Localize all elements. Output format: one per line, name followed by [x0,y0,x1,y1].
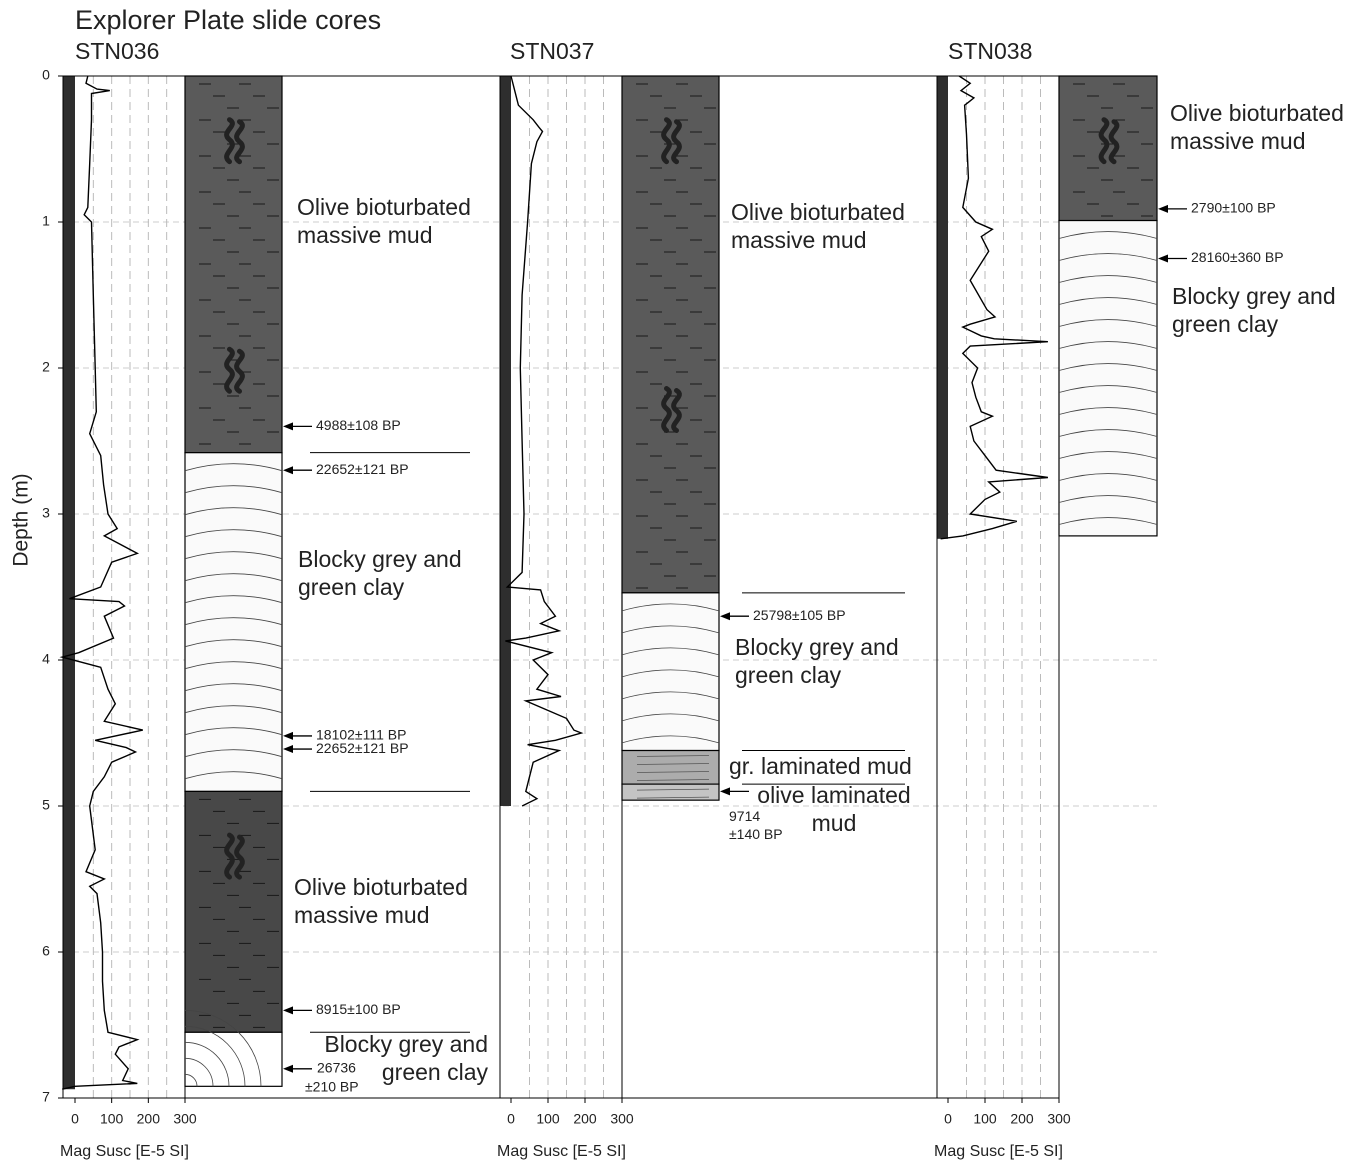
x-tick-label: 200 [573,1111,597,1127]
unit-label: Blocky grey and [298,546,462,572]
core-title: STN037 [510,38,594,64]
unit-label: massive mud [1170,128,1305,154]
unit-block [185,453,282,792]
figure: Explorer Plate slide cores Depth (m) 0 1 2… [0,0,1372,1165]
core-title: STN036 [75,38,159,64]
y-tick-label: 4 [42,651,50,667]
unit-label: Blocky grey and [324,1031,488,1057]
date-label: 22652±121 BP [316,461,409,477]
unit-label: massive mud [294,902,429,928]
date-label: 26736 [317,1060,356,1076]
arrow-head [283,732,293,740]
date-label: ±210 BP [305,1079,359,1095]
mag-susc-line [941,76,1048,539]
core-image [500,76,511,806]
arrow-head [283,1065,293,1073]
unit-label: Olive bioturbated [297,194,471,220]
unit-label: Olive bioturbated [294,874,468,900]
unit-label: gr. laminated mud [729,753,912,779]
unit-label: Blocky grey and [735,634,899,660]
arrow-head [283,1006,293,1014]
date-label: 2790±100 BP [1191,200,1276,216]
x-axis-label: Mag Susc [E-5 SI] [497,1143,626,1160]
arrow-head [283,422,293,430]
y-axis-label: Depth (m) [10,473,33,566]
x-tick-label: 100 [100,1111,124,1127]
date-label: 9714 [729,808,760,824]
unit-label: olive laminated [757,782,910,808]
x-tick-label: 300 [1047,1111,1071,1127]
y-tick-label: 6 [42,943,50,959]
unit-block [622,76,719,593]
lithology-unit [185,453,282,792]
x-tick-label: 0 [71,1111,79,1127]
x-tick-label: 0 [507,1111,515,1127]
arrow-head [720,612,730,620]
unit-label: massive mud [297,222,432,248]
lithology-unit [1059,76,1157,221]
mag-susc-line [505,76,581,806]
x-axis-label: Mag Susc [E-5 SI] [60,1143,189,1160]
x-tick-label: 200 [1010,1111,1034,1127]
lithology-unit [185,791,282,1032]
date-label: ±140 BP [729,826,783,842]
x-tick-label: 300 [610,1111,634,1127]
unit-label: green clay [382,1059,489,1085]
arrow-head [283,466,293,474]
core-image [937,76,948,539]
y-tick-label: 1 [42,213,50,229]
unit-label: massive mud [731,227,866,253]
arrow-head [283,745,293,753]
figure-title: Explorer Plate slide cores [75,5,381,35]
lithology-unit [622,593,719,751]
lithology-unit [622,751,719,785]
unit-label: green clay [1172,311,1279,337]
unit-label: Olive bioturbated [731,199,905,225]
page: Explorer Plate slide cores Depth (m) 0 1 2… [0,0,1372,1165]
unit-label: Blocky grey and [1172,283,1336,309]
date-label: 28160±360 BP [1191,249,1284,265]
x-tick-label: 100 [536,1111,560,1127]
y-tick-label: 2 [42,359,50,375]
x-tick-label: 0 [944,1111,952,1127]
arrow-head [720,787,730,795]
y-tick-label: 3 [42,505,50,521]
x-tick-label: 100 [973,1111,997,1127]
unit-block [622,593,719,751]
y-tick-label: 0 [42,67,50,83]
lithology-unit [622,784,719,800]
date-label: 4988±108 BP [316,417,401,433]
date-label: 22652±121 BP [316,740,409,756]
unit-label: green clay [735,662,842,688]
unit-label: mud [812,810,857,836]
unit-label: Olive bioturbated [1170,100,1344,126]
x-tick-label: 300 [173,1111,197,1127]
y-tick-label: 7 [42,1089,50,1105]
core-title: STN038 [948,38,1032,64]
lithology-unit [185,76,282,453]
lithology-unit [622,76,719,593]
lithology-unit [1059,221,1157,536]
arrow-head [1158,205,1168,213]
core-image [63,76,75,1089]
unit-block [185,1032,282,1086]
unit-block [1059,221,1157,536]
date-label: 25798±105 BP [753,607,846,623]
unit-label: green clay [298,574,405,600]
x-axis-label: Mag Susc [E-5 SI] [934,1143,1063,1160]
arrow-head [1158,255,1168,263]
unit-block [185,791,282,1032]
y-tick-label: 5 [42,797,50,813]
x-tick-label: 200 [137,1111,161,1127]
date-label: 8915±100 BP [316,1001,401,1017]
